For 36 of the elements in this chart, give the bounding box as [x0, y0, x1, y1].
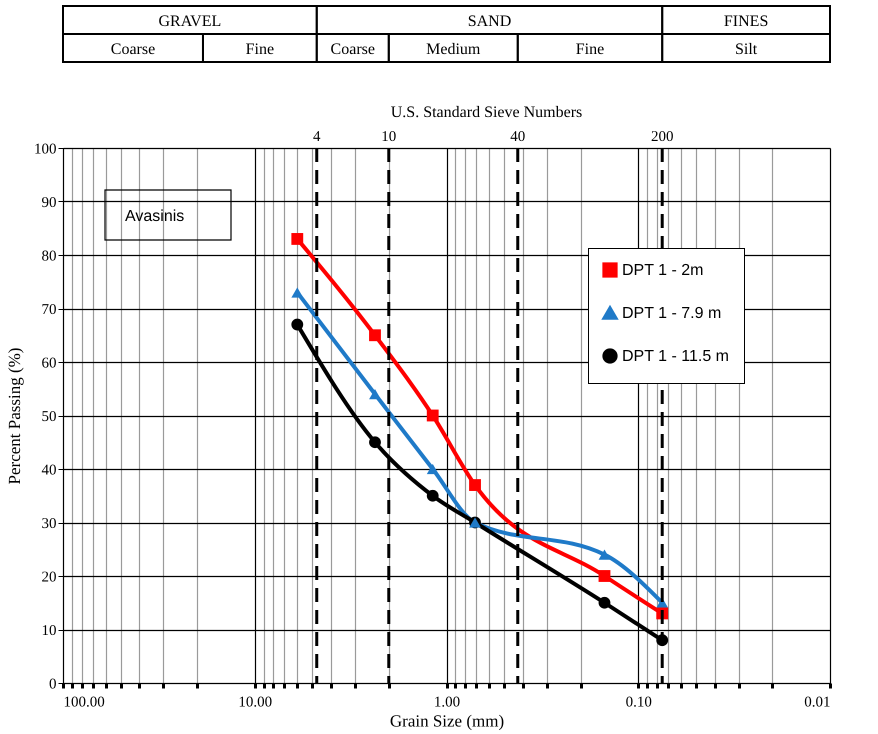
text: U.S. Standard Sieve Numbers	[390, 104, 582, 121]
x-tick-label: 0.10	[626, 694, 652, 710]
legend-label: DPT 1 - 7.9 m	[622, 305, 722, 322]
legend-label: DPT 1 - 2m	[622, 262, 704, 279]
legend-label: DPT 1 - 11.5 m	[622, 348, 729, 365]
y-axis-title: Percent Passing (%)	[5, 348, 24, 484]
x-tick-label: 0.01	[804, 694, 830, 710]
text: SAND	[468, 13, 512, 30]
annotation: 10	[381, 129, 396, 145]
y-tick-label: 60	[42, 356, 56, 372]
y-tick-label: 0	[49, 676, 56, 692]
y-tick-label: 50	[42, 409, 56, 425]
y-tick-label: 30	[42, 516, 56, 532]
annotation: 40	[510, 129, 526, 145]
annotation: Avasinis	[125, 208, 184, 225]
y-tick-label: 20	[42, 570, 56, 586]
y-tick-label: 100	[34, 142, 56, 158]
text: FINES	[724, 13, 768, 30]
x-tick-label: 10.00	[238, 694, 272, 710]
annotation: 200	[650, 129, 674, 145]
x-tick-label: 1.00	[434, 694, 460, 710]
y-tick-label: 10	[42, 623, 56, 639]
text: Fine	[576, 41, 604, 58]
text: Medium	[426, 41, 481, 58]
text: Coarse	[110, 41, 156, 58]
annotation: 4	[312, 129, 321, 145]
y-tick-label: 80	[42, 248, 56, 264]
x-tick-label: 100.00	[64, 694, 105, 710]
y-tick-label: 40	[42, 462, 56, 478]
y-tick-label: 70	[42, 302, 56, 318]
x-axis-title: Grain Size (mm)	[390, 712, 504, 730]
y-tick-label: 90	[42, 195, 56, 211]
text: GRAVEL	[158, 13, 222, 30]
text: Coarse	[330, 41, 375, 58]
text: Silt	[734, 41, 758, 58]
text: Fine	[246, 41, 274, 58]
